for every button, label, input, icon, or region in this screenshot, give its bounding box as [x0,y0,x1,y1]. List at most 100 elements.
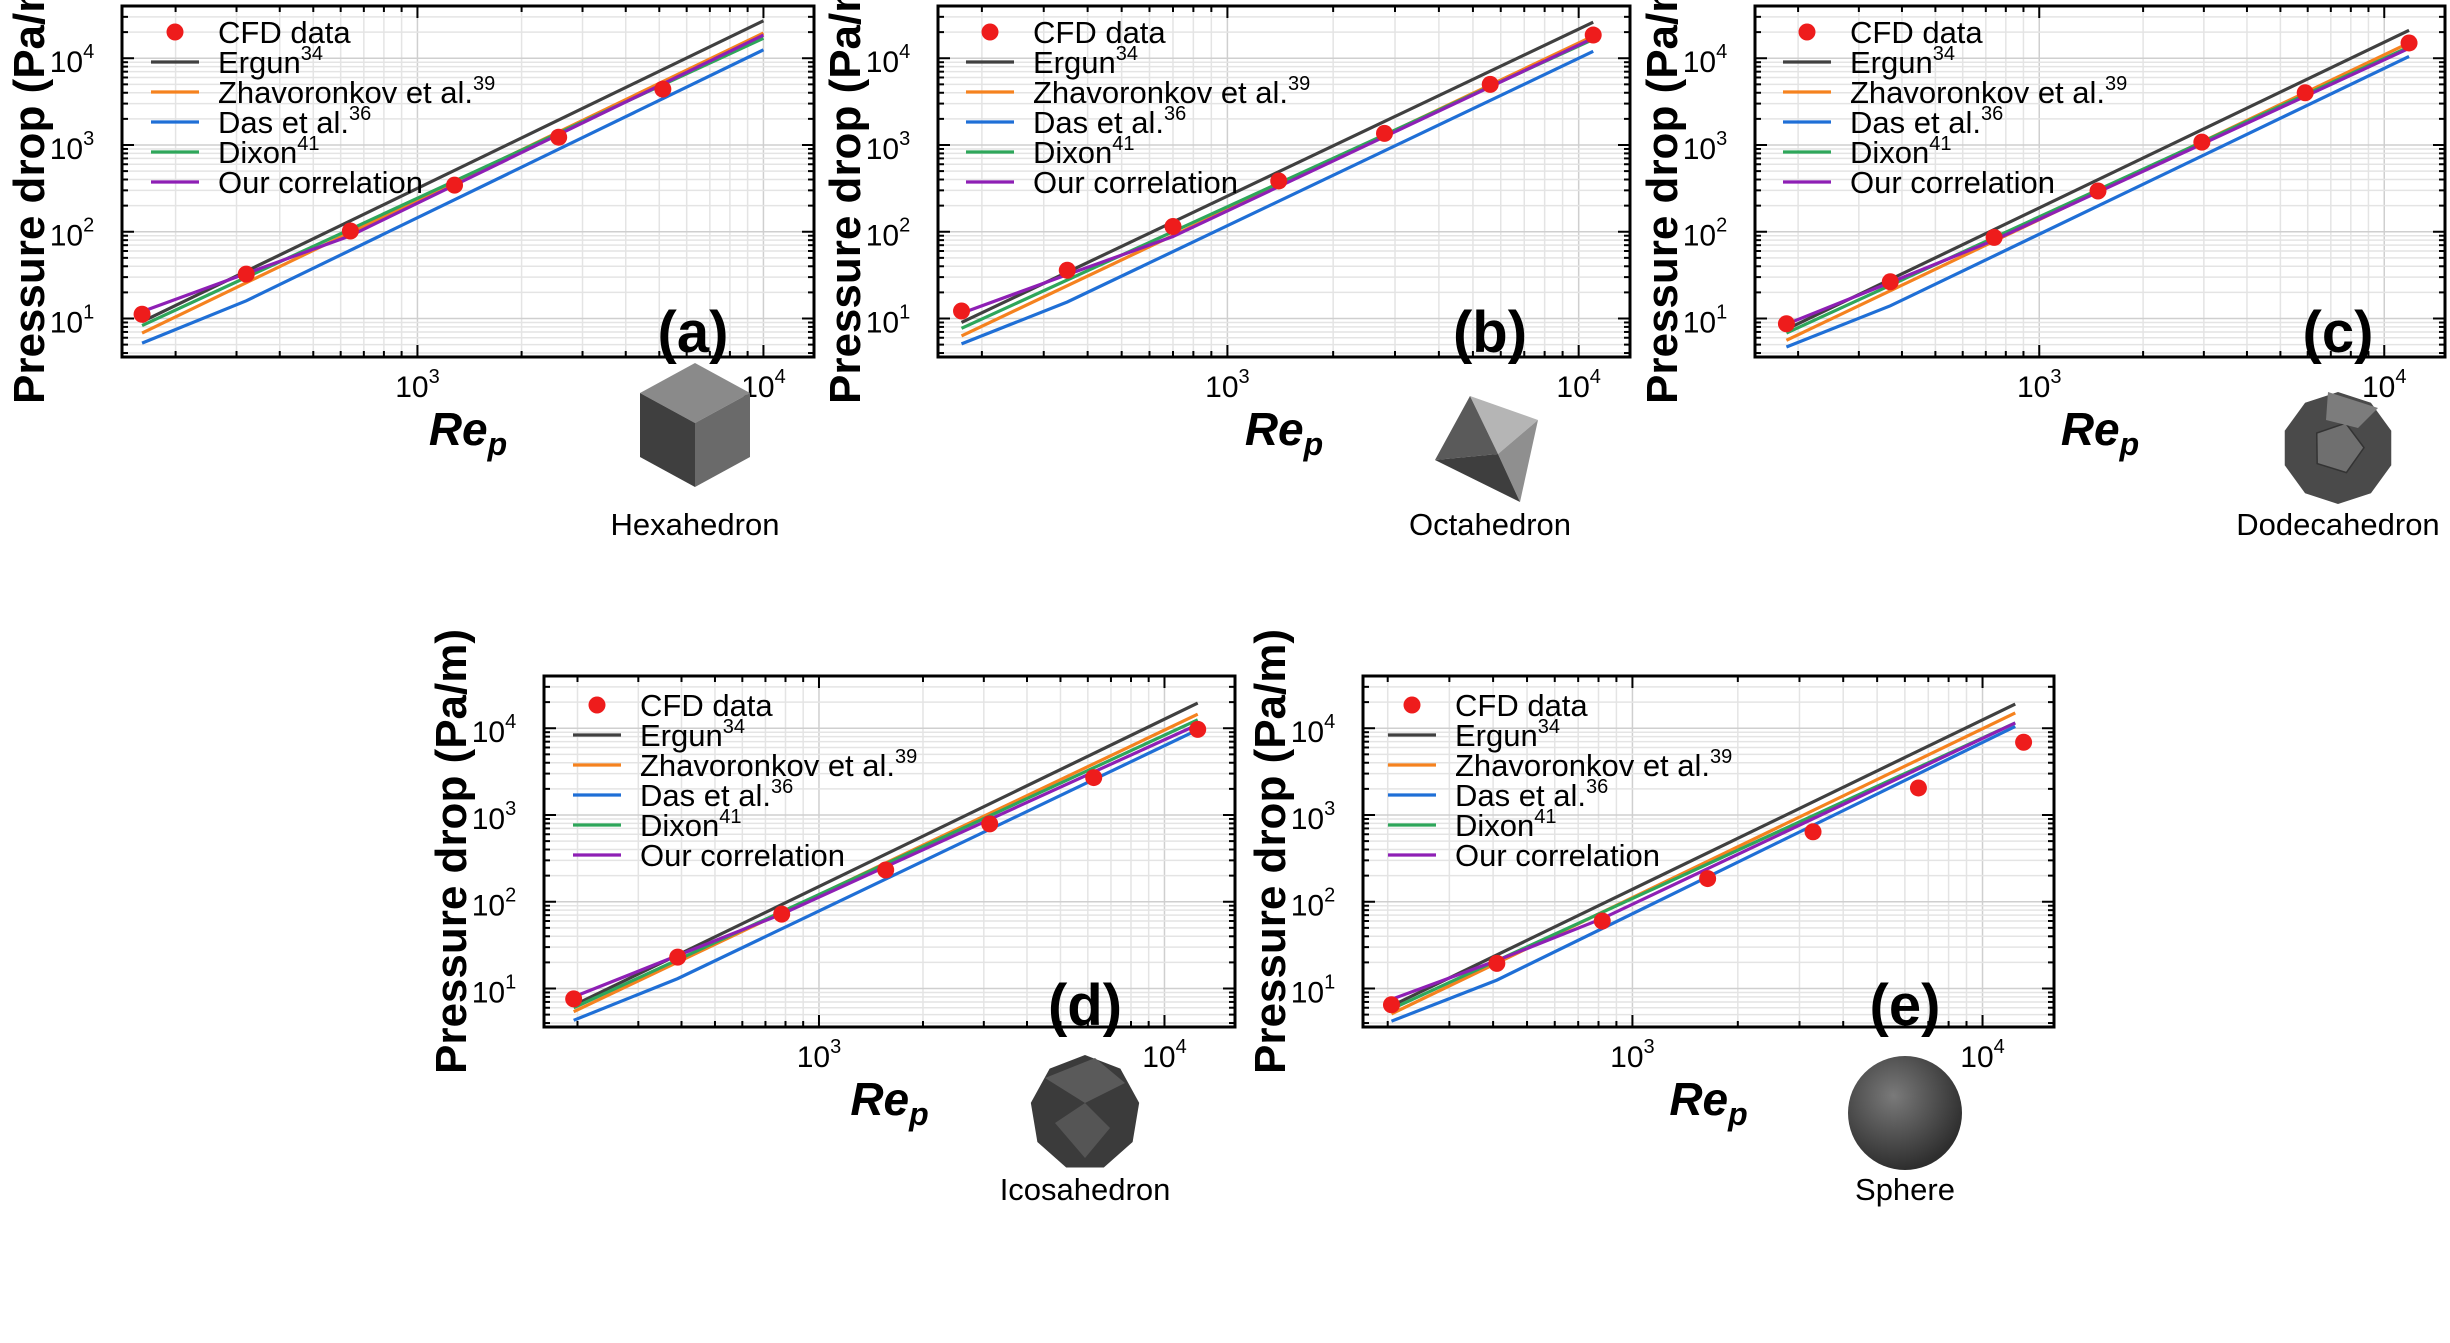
cfd-data-point [2193,133,2211,151]
x-tick-label: 103 [797,1036,842,1074]
cfd-data-point [1382,996,1400,1014]
panel-label: (e) [1870,973,1941,1038]
grid-lines [1363,676,2054,1027]
y-axis-title: Pressure drop (Pa/m) [1638,0,1687,404]
legend-label: CFD data [1455,688,1588,723]
cfd-data-point [237,265,255,283]
legend-label: Zhavoronkov et al.39 [1850,73,2127,110]
cfd-data-point [565,990,583,1008]
legend-label: Dixon41 [1850,133,1952,170]
sphere-icon [1848,1056,1962,1170]
y-tick-label: 102 [50,215,95,253]
legend-label: Das et al.36 [1033,103,1186,140]
x-tick-label: 104 [2362,366,2407,404]
y-tick-label: 104 [50,41,95,79]
y-axis-title: Pressure drop (Pa/m) [427,629,476,1074]
x-axis-title: Rep [1245,403,1323,462]
shape-name: Icosahedron [1000,1172,1171,1207]
y-tick-label: 103 [1683,128,1728,166]
dodecahedron-icon [2284,392,2392,504]
panel-label: (d) [1048,973,1122,1038]
plot-frame [936,4,1632,359]
legend-label: CFD data [1033,15,1166,50]
cfd-data-point [446,176,464,194]
cfd-data-point [1164,217,1182,235]
y-tick-label: 103 [866,128,911,166]
legend-label: Our correlation [640,838,845,873]
legend-label: Ergun34 [218,43,323,80]
legend-label: Das et al.36 [1850,103,2003,140]
y-tick-label: 102 [1291,885,1336,923]
cfd-data-point [1699,870,1717,888]
cfd-data-point [1488,954,1506,972]
cfd-data-point [773,905,791,923]
shape-name: Sphere [1855,1172,1955,1207]
y-tick-label: 101 [866,302,911,340]
octahedron-icon [1435,396,1538,502]
legend-label: Our correlation [1033,165,1238,200]
legend-marker [981,23,999,41]
panel-label: (b) [1453,300,1527,365]
cfd-data-point [1481,75,1499,93]
x-tick-label: 103 [2017,366,2062,404]
x-axis-title: Rep [2061,403,2139,462]
y-tick-label: 104 [866,41,911,79]
x-axis-title: Rep [1669,1073,1747,1132]
legend-label: Dixon41 [1455,806,1557,843]
legend-label: Das et al.36 [1455,776,1608,813]
cfd-data-point [341,222,359,240]
legend-label: Das et al.36 [218,103,371,140]
x-axis-title: Rep [429,403,507,462]
x-tick-label: 103 [1205,366,1250,404]
cfd-data-point [2015,733,2033,751]
cube-icon [640,363,750,487]
x-tick-label: 104 [1960,1036,2005,1074]
legend-label: Dixon41 [640,806,742,843]
legend-label: CFD data [640,688,773,723]
series-line-3 [141,48,765,345]
y-tick-label: 104 [472,711,517,749]
legend-label: Ergun34 [1033,43,1138,80]
cfd-data-point [2296,84,2314,102]
y-tick-label: 102 [472,885,517,923]
cfd-data-point [1881,273,1899,291]
cfd-data-point [1375,124,1393,142]
plot-frame [1361,674,2056,1029]
legend-label: Ergun34 [1455,716,1560,753]
cfd-data-point [1593,912,1611,930]
cfd-data-point [953,302,971,320]
y-tick-label: 102 [1683,215,1728,253]
cfd-data-point [2400,34,2418,52]
legend-label: Zhavoronkov et al.39 [1455,746,1732,783]
shape-name: Hexahedron [611,507,780,542]
cfd-data-point [550,128,568,146]
cfd-data-point [981,815,999,833]
series-line-3 [573,728,1199,1022]
legend-label: Dixon41 [1033,133,1135,170]
legend-label: Ergun34 [1850,43,1955,80]
cfd-data-point [654,80,672,98]
plot-frame [542,674,1237,1029]
cfd-data-point [1058,261,1076,279]
legend-label: Ergun34 [640,716,745,753]
legend-label: Our correlation [1850,165,2055,200]
cfd-data-point [669,948,687,966]
cfd-data-point [1189,720,1207,738]
series-line-3 [960,49,1594,346]
cfd-data-point [1085,769,1103,787]
series-line-3 [1390,724,2016,1023]
legend-marker [1403,696,1421,714]
y-tick-label: 102 [866,215,911,253]
y-tick-label: 101 [50,302,95,340]
y-tick-label: 103 [50,128,95,166]
x-axis-title: Rep [850,1073,928,1132]
y-tick-label: 101 [1683,302,1728,340]
cfd-data-point [1804,823,1822,841]
cfd-data-point [133,305,151,323]
